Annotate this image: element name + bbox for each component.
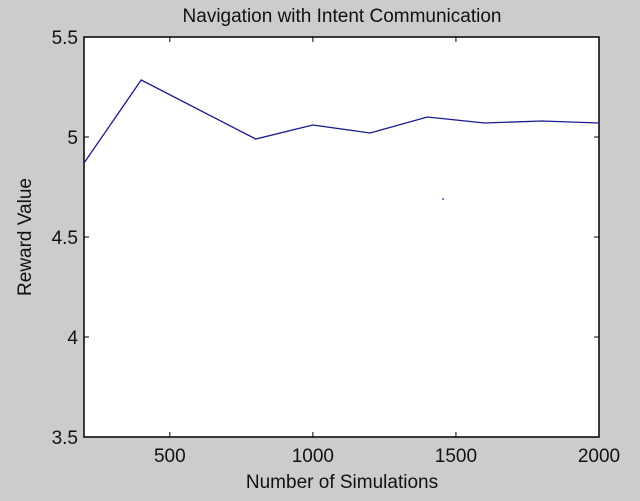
y-tick-label: 3.5: [52, 428, 78, 449]
y-tick-label: 4: [67, 328, 78, 349]
series-line: [83, 79, 600, 164]
data-point: [83, 162, 85, 164]
data-point: [140, 79, 142, 81]
data-point: [426, 116, 428, 118]
stray-point: [442, 198, 444, 200]
data-point: [598, 122, 600, 124]
data-point: [483, 122, 486, 124]
x-axis-label: Number of Simulations: [246, 472, 438, 493]
y-tick-label: 5: [67, 128, 78, 149]
y-tick-label: 4.5: [52, 228, 78, 249]
y-tick-label: 5.5: [52, 28, 78, 49]
data-point: [541, 120, 543, 122]
plot-area: [83, 36, 600, 438]
data-point: [369, 132, 371, 134]
x-tick-label: 1500: [435, 446, 477, 467]
chart-title: Navigation with Intent Communication: [183, 6, 502, 27]
y-axis-label: Reward Value: [15, 178, 36, 296]
data-point: [255, 138, 257, 140]
data-point: [455, 119, 457, 121]
x-tick-label: 1000: [292, 446, 334, 467]
x-tick-label: 500: [154, 446, 186, 467]
x-tick-label: 2000: [578, 446, 620, 467]
data-point: [312, 124, 314, 126]
